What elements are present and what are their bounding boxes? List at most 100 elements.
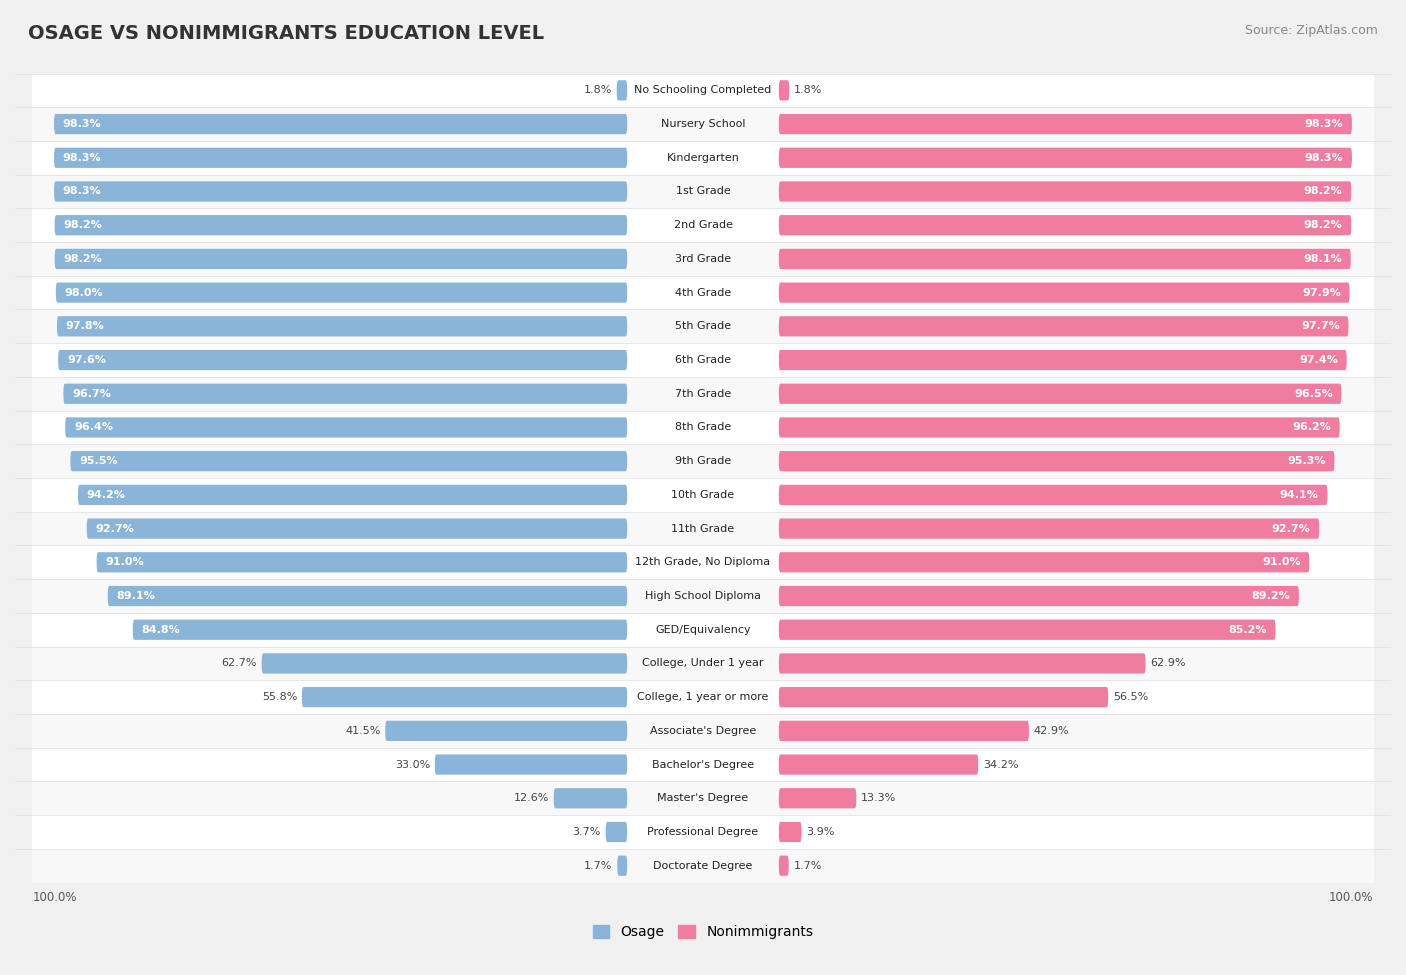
Text: Professional Degree: Professional Degree	[647, 827, 759, 837]
Bar	[32, 815, 1374, 849]
Text: 56.5%: 56.5%	[1114, 692, 1149, 702]
Text: 91.0%: 91.0%	[1263, 558, 1301, 567]
Bar	[32, 445, 1374, 478]
Text: 97.8%: 97.8%	[66, 322, 104, 332]
Bar	[32, 714, 1374, 748]
Text: 34.2%: 34.2%	[983, 760, 1018, 769]
Text: 42.9%: 42.9%	[1033, 725, 1069, 736]
Text: 3rd Grade: 3rd Grade	[675, 254, 731, 264]
Text: 8th Grade: 8th Grade	[675, 422, 731, 433]
FancyBboxPatch shape	[55, 215, 627, 235]
Bar	[32, 276, 1374, 309]
Text: 96.5%: 96.5%	[1294, 389, 1333, 399]
Text: Associate's Degree: Associate's Degree	[650, 725, 756, 736]
Text: 92.7%: 92.7%	[1272, 524, 1310, 533]
Text: 98.3%: 98.3%	[63, 153, 101, 163]
Text: 85.2%: 85.2%	[1229, 625, 1267, 635]
Text: 98.3%: 98.3%	[1305, 153, 1343, 163]
FancyBboxPatch shape	[262, 653, 627, 674]
FancyBboxPatch shape	[58, 316, 627, 336]
Text: 96.2%: 96.2%	[1292, 422, 1331, 433]
FancyBboxPatch shape	[779, 755, 979, 775]
Text: 1.7%: 1.7%	[793, 861, 821, 871]
Bar	[32, 681, 1374, 714]
Text: 6th Grade: 6th Grade	[675, 355, 731, 365]
Bar	[32, 377, 1374, 410]
Text: 12th Grade, No Diploma: 12th Grade, No Diploma	[636, 558, 770, 567]
Bar	[32, 512, 1374, 545]
FancyBboxPatch shape	[55, 249, 627, 269]
Text: 10th Grade: 10th Grade	[672, 489, 734, 500]
Text: Nursery School: Nursery School	[661, 119, 745, 129]
Text: 1.8%: 1.8%	[583, 86, 612, 96]
Text: College, 1 year or more: College, 1 year or more	[637, 692, 769, 702]
FancyBboxPatch shape	[108, 586, 627, 606]
FancyBboxPatch shape	[779, 283, 1350, 302]
FancyBboxPatch shape	[779, 856, 789, 876]
Text: 100.0%: 100.0%	[1329, 891, 1374, 904]
Bar	[32, 849, 1374, 882]
Bar	[32, 309, 1374, 343]
Text: 97.4%: 97.4%	[1299, 355, 1339, 365]
Text: Bachelor's Degree: Bachelor's Degree	[652, 760, 754, 769]
FancyBboxPatch shape	[554, 788, 627, 808]
Text: 2nd Grade: 2nd Grade	[673, 220, 733, 230]
FancyBboxPatch shape	[606, 822, 627, 842]
Text: OSAGE VS NONIMMIGRANTS EDUCATION LEVEL: OSAGE VS NONIMMIGRANTS EDUCATION LEVEL	[28, 24, 544, 43]
Text: 1.8%: 1.8%	[794, 86, 823, 96]
FancyBboxPatch shape	[779, 316, 1348, 336]
Text: 62.9%: 62.9%	[1150, 658, 1185, 669]
FancyBboxPatch shape	[58, 350, 627, 370]
Bar	[32, 107, 1374, 141]
FancyBboxPatch shape	[56, 283, 627, 302]
Text: No Schooling Completed: No Schooling Completed	[634, 86, 772, 96]
Text: 98.3%: 98.3%	[63, 119, 101, 129]
FancyBboxPatch shape	[779, 721, 1029, 741]
Bar	[32, 579, 1374, 613]
Text: Doctorate Degree: Doctorate Degree	[654, 861, 752, 871]
Text: 9th Grade: 9th Grade	[675, 456, 731, 466]
FancyBboxPatch shape	[87, 519, 627, 539]
FancyBboxPatch shape	[779, 687, 1108, 707]
Text: 4th Grade: 4th Grade	[675, 288, 731, 297]
Text: 98.3%: 98.3%	[1305, 119, 1343, 129]
FancyBboxPatch shape	[53, 181, 627, 202]
FancyBboxPatch shape	[779, 822, 801, 842]
FancyBboxPatch shape	[779, 586, 1299, 606]
FancyBboxPatch shape	[617, 856, 627, 876]
Text: 100.0%: 100.0%	[32, 891, 77, 904]
Text: 7th Grade: 7th Grade	[675, 389, 731, 399]
Bar	[32, 781, 1374, 815]
Bar	[32, 410, 1374, 445]
Text: 1.7%: 1.7%	[585, 861, 613, 871]
Text: 96.7%: 96.7%	[72, 389, 111, 399]
Text: 97.6%: 97.6%	[67, 355, 105, 365]
FancyBboxPatch shape	[302, 687, 627, 707]
FancyBboxPatch shape	[779, 249, 1351, 269]
FancyBboxPatch shape	[434, 755, 627, 775]
Text: 98.0%: 98.0%	[65, 288, 103, 297]
Bar	[32, 141, 1374, 175]
FancyBboxPatch shape	[65, 417, 627, 438]
FancyBboxPatch shape	[779, 620, 1275, 640]
Text: 98.3%: 98.3%	[63, 186, 101, 197]
Text: 92.7%: 92.7%	[96, 524, 134, 533]
FancyBboxPatch shape	[779, 350, 1347, 370]
Text: 94.2%: 94.2%	[87, 489, 125, 500]
Text: Kindergarten: Kindergarten	[666, 153, 740, 163]
Text: 96.4%: 96.4%	[75, 422, 112, 433]
Text: Master's Degree: Master's Degree	[658, 794, 748, 803]
Text: 89.1%: 89.1%	[117, 591, 155, 601]
Text: 84.8%: 84.8%	[142, 625, 180, 635]
Text: 3.7%: 3.7%	[572, 827, 600, 837]
Text: College, Under 1 year: College, Under 1 year	[643, 658, 763, 669]
FancyBboxPatch shape	[779, 417, 1340, 438]
Text: 1st Grade: 1st Grade	[676, 186, 730, 197]
FancyBboxPatch shape	[132, 620, 627, 640]
FancyBboxPatch shape	[779, 383, 1341, 404]
FancyBboxPatch shape	[779, 519, 1319, 539]
FancyBboxPatch shape	[77, 485, 627, 505]
Bar	[32, 175, 1374, 209]
FancyBboxPatch shape	[53, 147, 627, 168]
Bar	[32, 613, 1374, 646]
